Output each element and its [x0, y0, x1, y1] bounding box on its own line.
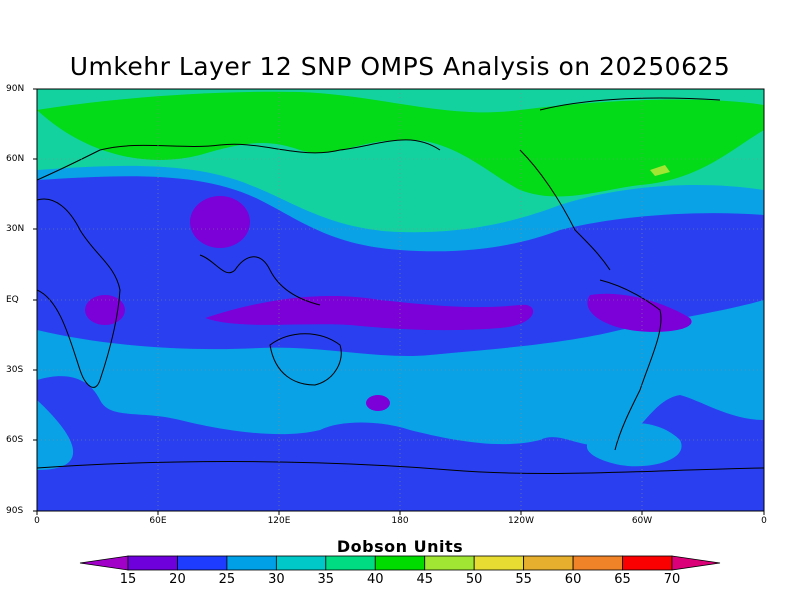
field-band-15-20-samerica: [587, 293, 692, 332]
lat-tick-label: 60N: [6, 154, 25, 164]
lat-tick-label: EQ: [6, 295, 19, 305]
colorbar-box: [177, 555, 228, 571]
field-band-25-30-sw: [37, 400, 74, 470]
field-band-25-30-sa: [586, 423, 682, 467]
colorbar-left-arrow: [79, 555, 129, 571]
coastlines: [37, 97, 764, 474]
colorbar-box: [275, 555, 327, 571]
colorbar-tick-label: 30: [268, 572, 285, 587]
map-ticks: [33, 88, 765, 515]
field-band-15-20-nz: [366, 395, 390, 411]
lon-tick-label: 0: [34, 516, 40, 526]
colorbar-tick-label: 15: [119, 572, 137, 587]
colorbar-tick-label: 65: [614, 572, 631, 587]
colorbar-box: [127, 555, 178, 571]
lon-tick-label: 60E: [149, 516, 167, 526]
colorbar-tick-label: 50: [465, 572, 483, 587]
lon-tick-label: 60W: [631, 516, 653, 526]
colorbar-box: [622, 555, 673, 571]
lon-tick-label: 0: [761, 516, 767, 526]
colorbar-tick-label: 55: [515, 572, 532, 587]
colorbar-box: [226, 555, 277, 571]
colorbar-tick-label: 60: [564, 572, 582, 587]
field-band-45-50-spot: [650, 165, 670, 176]
ozone-field: [37, 89, 764, 511]
field-band-40-45: [37, 89, 764, 197]
lat-tick-label: 90S: [6, 506, 24, 516]
colorbar-title: Dobson Units: [336, 537, 464, 556]
colorbar-box: [374, 555, 426, 571]
colorbar-tick-label: 45: [416, 572, 433, 587]
colorbar-tick-label: 20: [169, 572, 186, 587]
colorbar: [79, 555, 721, 571]
colorbar-box: [325, 555, 376, 571]
map-title: Umkehr Layer 12 SNP OMPS Analysis on 202…: [69, 52, 731, 81]
colorbar-box: [572, 555, 623, 571]
lon-tick-label: 180: [391, 516, 409, 526]
field-band-15-20-india: [190, 196, 250, 248]
field-band-25-30-south: [37, 300, 764, 446]
lat-tick-label: 30N: [6, 224, 25, 234]
colorbar-tick-label: 70: [663, 572, 681, 587]
lon-tick-label: 120E: [267, 516, 291, 526]
field-band-15-20-pacific: [205, 296, 534, 331]
colorbar-box: [473, 555, 525, 571]
colorbar-tick-label: 25: [218, 572, 236, 587]
colorbar-right-arrow: [671, 555, 721, 571]
field-band-arctic: [37, 89, 764, 113]
lat-tick-label: 90N: [6, 84, 25, 94]
lon-tick-label: 120W: [507, 516, 535, 526]
colorbar-box: [523, 555, 574, 571]
field-band-15-20-africa: [85, 295, 125, 325]
colorbar-tick-label: 40: [366, 572, 384, 587]
lat-tick-label: 60S: [6, 435, 24, 445]
colorbar-box: [424, 555, 475, 571]
lat-tick-label: 30S: [6, 365, 24, 375]
colorbar-tick-label: 35: [317, 572, 335, 587]
